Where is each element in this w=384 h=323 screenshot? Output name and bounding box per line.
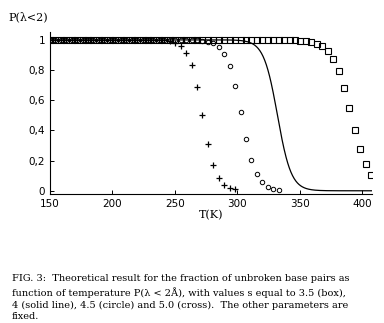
Text: FIG. 3:  Theoretical result for the fraction of unbroken base pairs as
function : FIG. 3: Theoretical result for the fract… [12,274,349,321]
X-axis label: T(K): T(K) [199,210,223,220]
Text: P(λ<2): P(λ<2) [8,12,48,23]
